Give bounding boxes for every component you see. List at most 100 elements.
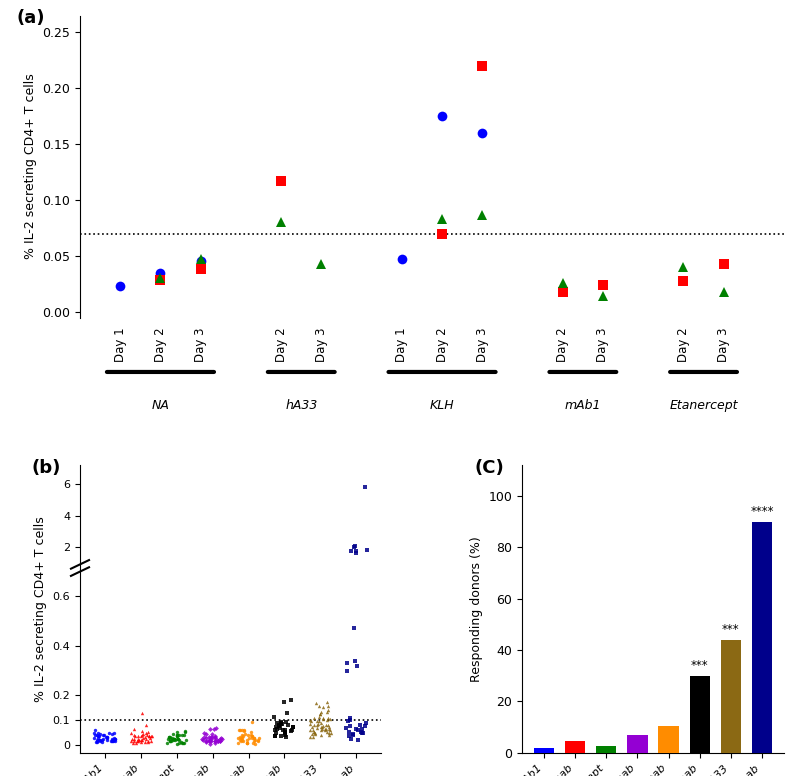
Point xyxy=(106,735,118,747)
Point xyxy=(214,732,227,744)
Point xyxy=(131,733,144,746)
Point xyxy=(141,729,154,741)
Point xyxy=(167,733,180,745)
Point xyxy=(106,727,118,740)
Point xyxy=(279,726,292,738)
Point xyxy=(345,544,358,556)
Point xyxy=(246,732,258,744)
Point xyxy=(162,731,175,743)
Point xyxy=(324,712,337,725)
Point xyxy=(100,731,113,743)
Point xyxy=(349,654,362,667)
Point xyxy=(318,723,331,736)
Point xyxy=(307,724,320,736)
Point xyxy=(130,737,142,750)
Point xyxy=(135,734,148,747)
Point xyxy=(317,720,330,733)
Point xyxy=(280,715,293,728)
Point xyxy=(246,737,259,750)
Point xyxy=(357,727,370,740)
Point xyxy=(90,736,103,749)
Point xyxy=(208,722,221,735)
Point xyxy=(308,726,321,739)
Point xyxy=(198,731,210,743)
Point xyxy=(144,730,157,743)
Text: (a): (a) xyxy=(17,9,45,27)
Point xyxy=(242,729,254,741)
Point xyxy=(235,732,248,744)
Point xyxy=(358,480,371,493)
Point xyxy=(179,726,192,738)
Y-axis label: % IL-2 secreting CD4+ T cells: % IL-2 secreting CD4+ T cells xyxy=(34,516,47,702)
Point xyxy=(143,729,156,742)
Point xyxy=(202,731,215,743)
Point xyxy=(172,733,185,745)
Point xyxy=(309,728,322,740)
Point xyxy=(94,727,106,740)
Bar xyxy=(565,741,586,753)
Point xyxy=(320,719,333,732)
Point xyxy=(354,726,367,738)
Point xyxy=(216,733,229,746)
Point xyxy=(342,726,355,739)
Point xyxy=(322,712,334,724)
Point xyxy=(172,729,185,741)
Point xyxy=(210,722,223,734)
Point xyxy=(204,735,217,747)
Point xyxy=(128,733,141,745)
Point xyxy=(88,732,101,744)
Point xyxy=(90,729,103,741)
Point xyxy=(95,734,108,747)
Point xyxy=(271,722,284,735)
Point xyxy=(96,736,109,748)
Bar xyxy=(690,676,710,753)
Point xyxy=(248,732,261,744)
Point xyxy=(278,695,290,708)
Point xyxy=(344,733,357,745)
Point xyxy=(316,712,329,725)
Point xyxy=(131,735,144,747)
Point xyxy=(125,736,138,748)
Point xyxy=(348,539,361,552)
Y-axis label: % IL-2 secreting CD4+ T cells: % IL-2 secreting CD4+ T cells xyxy=(24,74,37,259)
Point xyxy=(242,732,255,744)
Point xyxy=(232,736,245,749)
Point xyxy=(108,735,121,747)
Point xyxy=(203,735,216,747)
Point xyxy=(352,733,365,746)
Point xyxy=(199,732,212,744)
Point xyxy=(89,724,102,736)
Point xyxy=(313,700,326,712)
Point xyxy=(125,727,138,740)
Point xyxy=(316,713,329,726)
Point xyxy=(240,736,253,749)
Point xyxy=(322,719,334,731)
Point xyxy=(267,711,280,723)
Point xyxy=(312,710,325,722)
Point xyxy=(96,733,109,746)
Point xyxy=(211,735,224,747)
Point xyxy=(232,732,245,744)
Point xyxy=(320,722,333,735)
Point xyxy=(249,738,262,750)
Point xyxy=(206,728,218,740)
Point xyxy=(135,734,148,747)
Point xyxy=(321,696,334,708)
Point xyxy=(109,733,122,746)
Point xyxy=(208,729,221,742)
Point xyxy=(203,722,216,735)
Point xyxy=(146,729,158,742)
Point xyxy=(91,735,104,747)
Point xyxy=(105,735,118,747)
Point xyxy=(349,545,362,557)
Point xyxy=(170,726,183,739)
Point xyxy=(315,720,328,733)
Point xyxy=(234,723,246,736)
Point xyxy=(107,734,120,747)
Point xyxy=(166,727,179,740)
Point xyxy=(278,727,291,740)
Point xyxy=(304,714,317,726)
Point xyxy=(304,715,317,727)
Point xyxy=(160,736,173,749)
Point xyxy=(129,729,142,742)
